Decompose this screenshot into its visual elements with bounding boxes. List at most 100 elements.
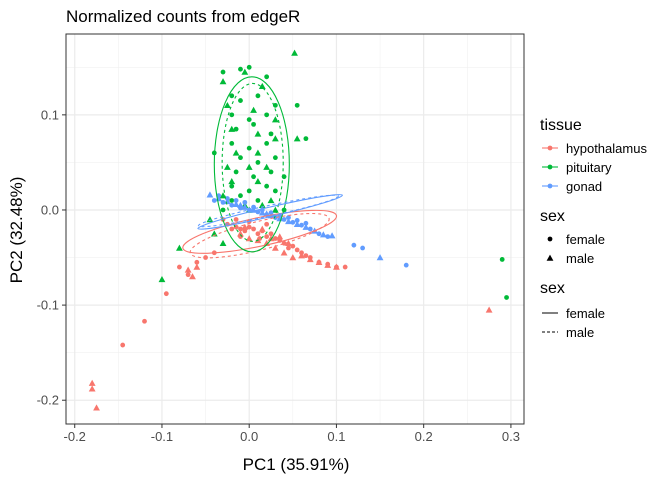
- data-point-pituitary-female: [238, 193, 243, 199]
- data-point-gonad-male: [232, 200, 240, 207]
- data-point-pituitary-female: [255, 93, 261, 99]
- data-point-gonad-female: [307, 226, 313, 232]
- data-point-pituitary-male: [271, 116, 279, 123]
- x-tick-label: -0.1: [151, 429, 173, 444]
- data-point-hypothalamus-male: [189, 273, 196, 280]
- data-point-hypothalamus-male: [271, 244, 279, 251]
- data-point-gonad-male: [328, 232, 336, 239]
- legend-key-point-hypothalamus: [547, 145, 553, 151]
- data-point-gonad-male: [376, 254, 384, 261]
- data-point-hypothalamus-male: [285, 239, 292, 246]
- data-point-hypothalamus-female: [142, 318, 147, 324]
- data-point-pituitary-female: [229, 183, 235, 189]
- data-point-hypothalamus-female: [120, 342, 126, 348]
- data-point-pituitary-female: [233, 169, 239, 175]
- data-point-pituitary-male: [219, 239, 227, 246]
- data-point-pituitary-female: [251, 174, 256, 180]
- data-point-pituitary-male: [206, 216, 214, 223]
- plot-border: [65, 33, 525, 425]
- data-point-pituitary-male: [271, 135, 279, 142]
- x-axis: -0.2 -0.1 0.0 0.1 0.2 0.3: [64, 424, 520, 444]
- data-point-gonad-male: [319, 231, 327, 238]
- ellipse-gonad-female: [197, 194, 343, 230]
- ellipse-hypothalamus-male: [189, 212, 330, 259]
- data-point-hypothalamus-male: [88, 379, 96, 386]
- data-point-pituitary-female: [246, 64, 252, 70]
- data-point-pituitary-female: [264, 140, 270, 146]
- data-point-hypothalamus-female: [294, 247, 300, 253]
- data-point-pituitary-female: [229, 140, 235, 146]
- legend-title-sex-shape: sex: [540, 208, 565, 225]
- legend-label-shape-female: female: [566, 232, 605, 247]
- data-point-pituitary-female: [246, 188, 252, 194]
- data-point-gonad-male: [293, 220, 301, 227]
- data-point-hypothalamus-male: [276, 233, 284, 240]
- data-point-gonad-male: [223, 198, 231, 205]
- data-point-pituitary-male: [158, 276, 166, 283]
- data-point-pituitary-male: [223, 101, 231, 109]
- data-point-hypothalamus-male: [280, 249, 288, 256]
- data-point-pituitary-female: [264, 112, 270, 118]
- data-point-pituitary-female: [220, 69, 226, 75]
- data-point-pituitary-female: [264, 183, 270, 189]
- data-point-pituitary-male: [258, 82, 266, 90]
- data-point-pituitary-male: [228, 178, 236, 185]
- data-point-pituitary-male: [254, 178, 262, 185]
- data-point-gonad-male: [263, 210, 271, 217]
- ellipse-pituitary-male: [221, 82, 284, 242]
- data-point-hypothalamus-female: [255, 231, 261, 237]
- data-point-gonad-male: [302, 223, 310, 230]
- plot-area: [65, 33, 525, 425]
- data-point-hypothalamus-male: [241, 223, 249, 230]
- data-point-hypothalamus-male: [315, 258, 323, 266]
- plot-background: [66, 34, 524, 424]
- x-tick-label: -0.2: [64, 429, 86, 444]
- x-axis-label: PC1 (35.91%): [243, 455, 350, 474]
- data-point-gonad-female: [294, 218, 300, 223]
- data-point-hypothalamus-female: [185, 272, 191, 278]
- data-point-pituitary-female: [233, 126, 239, 132]
- data-point-gonad-female: [286, 215, 291, 220]
- data-point-hypothalamus-male: [193, 263, 201, 270]
- legend-label-hypothalamus: hypothalamus: [566, 141, 647, 156]
- x-tick-label: 0.2: [415, 429, 433, 444]
- data-point-hypothalamus-male: [267, 235, 275, 242]
- data-point-hypothalamus-male: [184, 266, 192, 273]
- legend-title-tissue: tissue: [540, 117, 582, 134]
- data-point-pituitary-female: [268, 131, 274, 137]
- data-point-hypothalamus-male: [93, 404, 100, 411]
- legend-label-shape-male: male: [566, 251, 594, 266]
- data-point-hypothalamus-male: [237, 230, 244, 237]
- data-point-hypothalamus-female: [233, 217, 239, 222]
- legend-label-linetype-female: female: [566, 306, 605, 321]
- data-point-pituitary-male: [254, 149, 262, 156]
- data-point-pituitary-male: [176, 244, 183, 251]
- data-point-hypothalamus-female: [246, 224, 252, 230]
- data-point-pituitary-male: [245, 163, 253, 170]
- y-axis-label: PC2 (32.48%): [7, 177, 26, 284]
- data-point-hypothalamus-female: [264, 234, 270, 240]
- legend-label-pituitary: pituitary: [566, 160, 612, 175]
- data-point-hypothalamus-male: [333, 263, 340, 270]
- x-tick-label: 0.1: [327, 429, 345, 444]
- data-point-pituitary-female: [268, 169, 274, 175]
- data-point-hypothalamus-female: [264, 221, 270, 227]
- data-point-hypothalamus-female: [290, 243, 296, 249]
- data-point-hypothalamus-male: [258, 225, 266, 232]
- data-point-gonad-male: [206, 191, 214, 198]
- legend-key-shape-male: [546, 254, 554, 261]
- data-point-gonad-male: [258, 209, 266, 216]
- legend-label-linetype-male: male: [566, 325, 594, 340]
- y-axis: -0.2 -0.1 0.0 0.1: [37, 107, 66, 408]
- data-point-pituitary-female: [255, 198, 261, 203]
- y-tick-label: -0.2: [37, 393, 59, 408]
- legend: tissuehypothalamuspituitarygonadsexfemal…: [540, 117, 647, 340]
- data-point-gonad-male: [285, 217, 292, 225]
- data-point-hypothalamus-female: [342, 264, 348, 270]
- ellipse-hypothalamus-female: [182, 209, 338, 254]
- data-point-hypothalamus-female: [268, 231, 274, 237]
- data-point-hypothalamus-male: [289, 254, 297, 261]
- legend-title-sex-linetype: sex: [540, 280, 565, 297]
- legend-key-point-gonad: [547, 183, 553, 189]
- data-point-gonad-female: [316, 231, 322, 237]
